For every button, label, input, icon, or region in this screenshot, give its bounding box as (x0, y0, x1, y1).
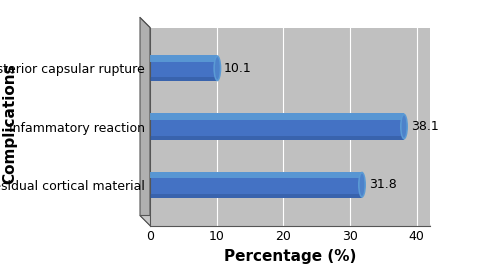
Ellipse shape (214, 55, 222, 81)
Bar (150, 78, 218, 81)
Text: Complications: Complications (2, 64, 18, 184)
Bar (150, 55, 218, 81)
Bar (150, 136, 404, 140)
Bar (150, 113, 404, 120)
Bar (150, 172, 362, 178)
Text: 38.1: 38.1 (410, 120, 438, 133)
Ellipse shape (402, 116, 406, 138)
X-axis label: Percentage (%): Percentage (%) (224, 249, 356, 264)
Polygon shape (140, 18, 150, 226)
Ellipse shape (400, 113, 408, 140)
Bar (150, 194, 362, 198)
Ellipse shape (360, 174, 364, 196)
Ellipse shape (358, 172, 366, 198)
Ellipse shape (215, 57, 220, 79)
Bar (150, 172, 362, 198)
Bar (150, 113, 404, 140)
Text: 10.1: 10.1 (224, 62, 252, 75)
Polygon shape (140, 216, 430, 225)
Bar (150, 55, 218, 62)
Text: 31.8: 31.8 (368, 178, 396, 191)
